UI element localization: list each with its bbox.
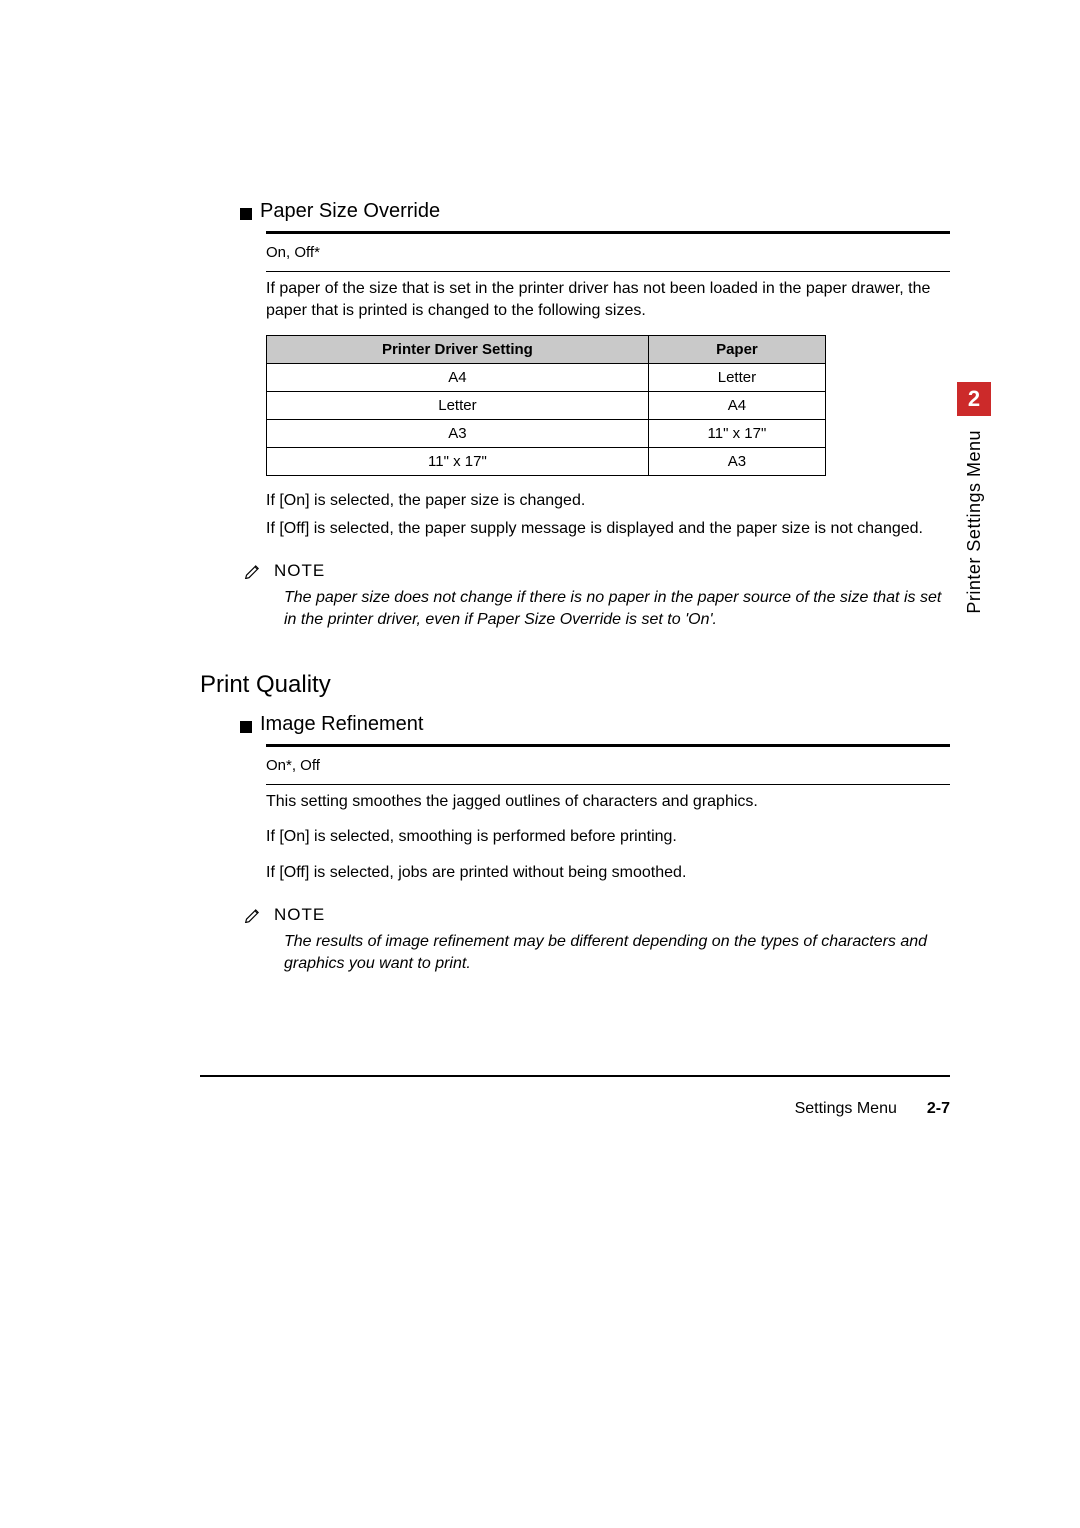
paper-size-table: Printer Driver Setting Paper A4 Letter L… — [266, 335, 826, 476]
square-bullet-icon — [240, 721, 252, 733]
options-text: On*, Off — [266, 757, 950, 774]
note-header: NOTE — [244, 905, 950, 925]
table-row: A3 11" x 17" — [267, 420, 826, 448]
note-text: The results of image refinement may be d… — [284, 931, 950, 974]
note-header: NOTE — [244, 561, 950, 581]
footer-page-number: 2-7 — [927, 1100, 950, 1118]
divider-light — [266, 271, 950, 272]
ir-desc: This setting smoothes the jagged outline… — [266, 791, 950, 813]
on-text: If [On] is selected, the paper size is c… — [266, 490, 950, 512]
page-footer: Settings Menu 2-7 — [795, 1100, 950, 1118]
table-cell: A4 — [648, 392, 825, 420]
chapter-side-tab: 2 Printer Settings Menu — [957, 382, 991, 614]
document-page: Paper Size Override On, Off* If paper of… — [0, 0, 1080, 1528]
pencil-note-icon — [244, 563, 264, 579]
table-header-row: Printer Driver Setting Paper — [267, 336, 826, 364]
table-row: A4 Letter — [267, 364, 826, 392]
chapter-label-vertical: Printer Settings Menu — [964, 430, 985, 614]
footer-section-name: Settings Menu — [795, 1100, 897, 1118]
square-bullet-icon — [240, 208, 252, 220]
divider-heavy — [266, 744, 950, 747]
table-cell: 11" x 17" — [648, 420, 825, 448]
table-cell: Letter — [648, 364, 825, 392]
intro-text: If paper of the size that is set in the … — [266, 278, 950, 321]
note-text: The paper size does not change if there … — [284, 587, 950, 630]
section-title: Paper Size Override — [260, 200, 440, 223]
table-header: Paper — [648, 336, 825, 364]
note-label: NOTE — [274, 561, 325, 581]
ir-on-text: If [On] is selected, smoothing is perfor… — [266, 826, 950, 848]
section-header-image-refinement: Image Refinement — [240, 713, 950, 736]
pencil-note-icon — [244, 907, 264, 923]
table-cell: Letter — [267, 392, 649, 420]
note-label: NOTE — [274, 905, 325, 925]
divider-light — [266, 784, 950, 785]
section-title: Image Refinement — [260, 713, 423, 736]
table-cell: A3 — [648, 448, 825, 476]
table-header: Printer Driver Setting — [267, 336, 649, 364]
table-row: Letter A4 — [267, 392, 826, 420]
heading-print-quality: Print Quality — [200, 671, 950, 699]
table-row: 11" x 17" A3 — [267, 448, 826, 476]
ir-off-text: If [Off] is selected, jobs are printed w… — [266, 862, 950, 884]
table-cell: A3 — [267, 420, 649, 448]
section-header-paper-override: Paper Size Override — [240, 200, 950, 223]
off-text: If [Off] is selected, the paper supply m… — [266, 518, 950, 540]
chapter-number-box: 2 — [957, 382, 991, 416]
table-cell: 11" x 17" — [267, 448, 649, 476]
footer-divider — [200, 1075, 950, 1077]
divider-heavy — [266, 231, 950, 234]
options-text: On, Off* — [266, 244, 950, 261]
table-cell: A4 — [267, 364, 649, 392]
